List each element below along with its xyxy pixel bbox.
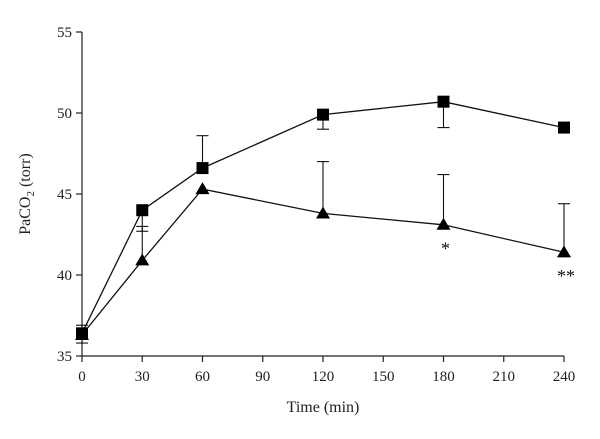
x-tick-label: 60 — [195, 369, 210, 385]
x-tick-label: 120 — [312, 369, 335, 385]
triangle-marker — [75, 327, 89, 340]
y-tick-label: 55 — [57, 25, 72, 41]
y-axis-title-subscript: 2 — [25, 191, 37, 197]
y-axis-title-main: PaCO — [17, 197, 34, 235]
y-ticks: 35 40 45 50 55 — [57, 25, 82, 365]
y-tick-label: 50 — [57, 106, 72, 122]
x-tick-label: 30 — [135, 369, 150, 385]
x-tick-label: 0 — [78, 369, 86, 385]
y-tick-label: 35 — [57, 349, 72, 365]
square-marker — [317, 108, 329, 121]
series-markers — [75, 95, 571, 340]
x-tick-label: 210 — [493, 369, 516, 385]
triangle-marker — [135, 253, 150, 266]
x-tick-label: 150 — [372, 369, 395, 385]
square-marker — [558, 121, 570, 134]
annotations: *** — [441, 239, 575, 287]
error-bars — [76, 101, 570, 344]
x-tick-label: 240 — [553, 369, 576, 385]
x-tick-label: 90 — [255, 369, 270, 385]
triangle-marker — [436, 217, 451, 230]
x-ticks: 0 30 60 90 120 150 180 210 240 — [78, 356, 575, 385]
series-lines — [81, 101, 565, 336]
triangle-marker — [195, 182, 210, 195]
y-axis-title-tail: (torr) — [17, 153, 34, 191]
significance-marker: ** — [557, 266, 575, 286]
triangle-marker — [557, 245, 571, 258]
square-marker — [437, 95, 450, 108]
y-axis-title: PaCO2 (torr) — [17, 153, 37, 235]
series-line-2 — [81, 188, 565, 336]
x-tick-label: 180 — [432, 369, 455, 385]
y-tick-label: 45 — [57, 187, 72, 203]
square-marker — [196, 162, 209, 175]
x-axis-title: Time (min) — [287, 399, 360, 416]
series-line-1 — [81, 101, 565, 334]
y-tick-label: 40 — [57, 268, 72, 284]
square-marker — [136, 204, 149, 217]
triangle-marker — [316, 206, 330, 219]
significance-marker: * — [441, 239, 450, 259]
